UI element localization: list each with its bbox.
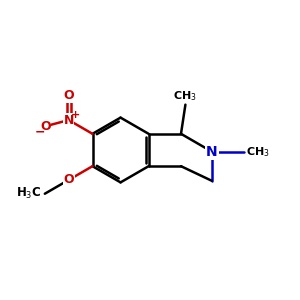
Text: O: O: [63, 89, 74, 102]
Text: CH$_3$: CH$_3$: [173, 90, 197, 104]
Text: −: −: [34, 125, 45, 138]
Text: O: O: [63, 173, 74, 187]
Text: H$_3$C: H$_3$C: [16, 186, 42, 201]
Text: +: +: [70, 110, 80, 120]
Text: N: N: [64, 113, 74, 127]
Text: CH$_3$: CH$_3$: [246, 145, 269, 158]
Text: O: O: [40, 120, 50, 133]
Text: N: N: [206, 145, 218, 159]
